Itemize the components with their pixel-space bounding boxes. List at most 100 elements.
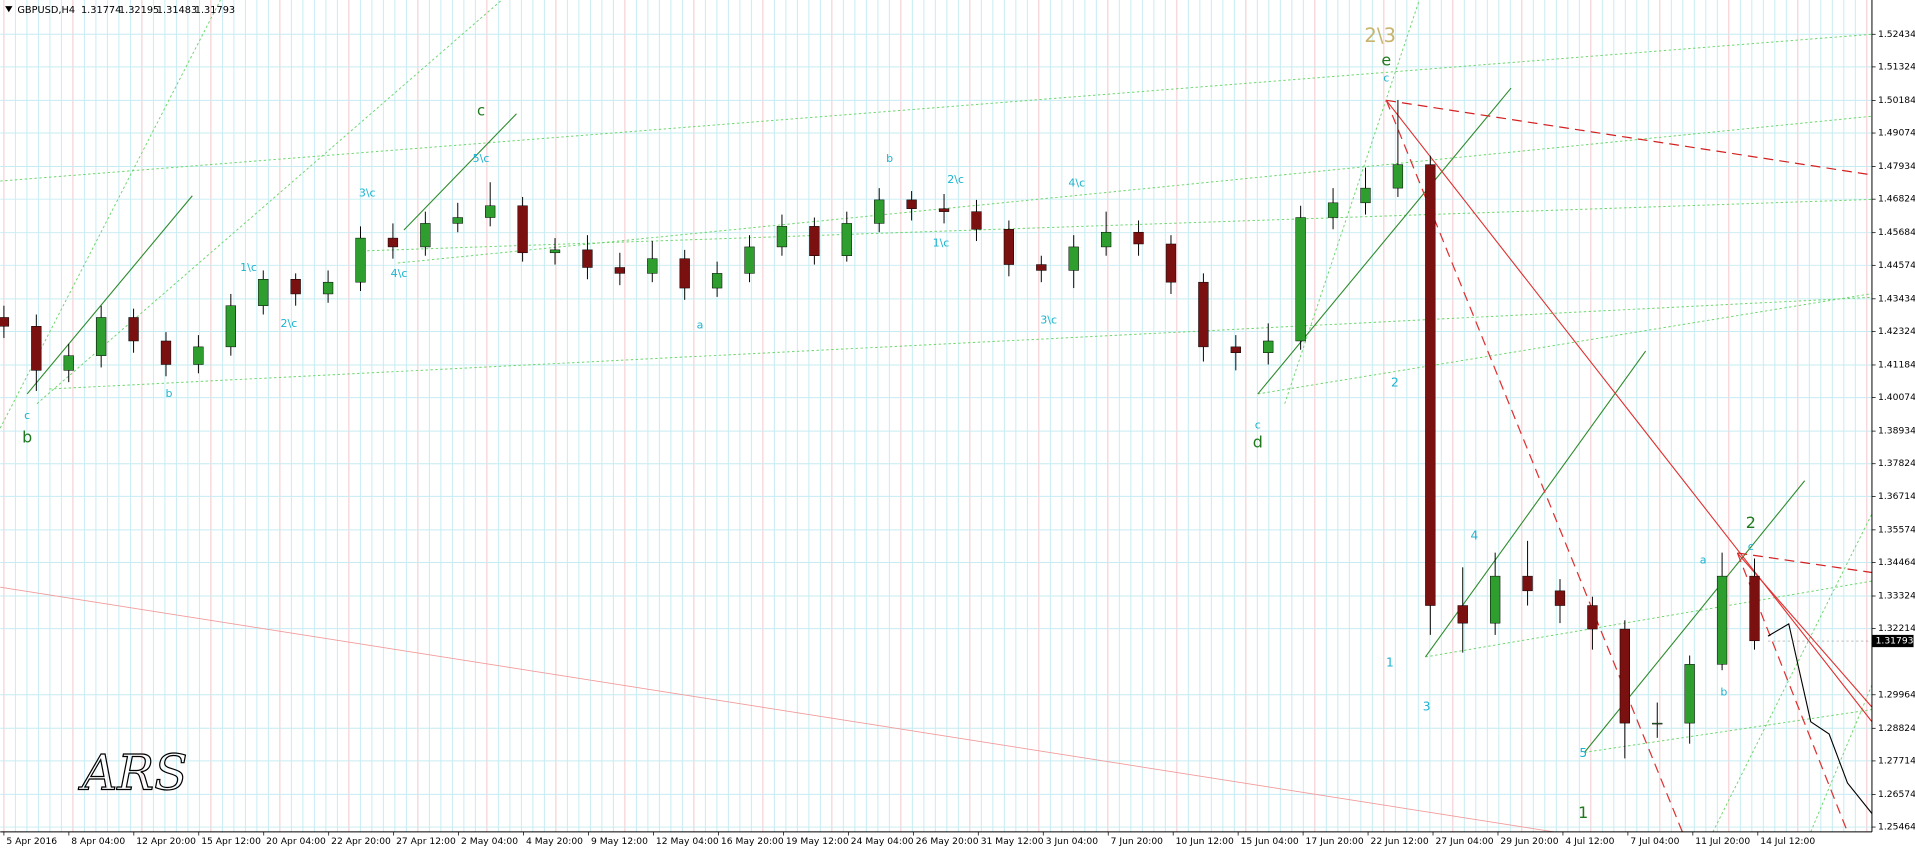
candle-body: [387, 237, 399, 248]
wave-label: 2\c: [947, 173, 964, 186]
y-tick-label: 1.35574: [1878, 524, 1915, 535]
menu-icon: [5, 6, 13, 13]
x-tick-label: 31 May 12:00: [981, 836, 1044, 847]
wave-label: 3: [1423, 700, 1431, 714]
y-tick-label: 1.37824: [1878, 458, 1915, 469]
wave-label: 5\c: [473, 152, 490, 165]
y-tick-label: 1.51324: [1878, 61, 1915, 72]
candle-body: [1133, 231, 1144, 245]
x-tick-label: 5 Apr 2016: [6, 836, 57, 847]
candle-body: [549, 249, 561, 254]
trend-line: [49, 296, 1872, 390]
y-tick-label: 1.41184: [1878, 359, 1915, 370]
candle-body: [517, 205, 528, 254]
trend-line: [26, 195, 193, 395]
x-tick-label: 27 Jun 04:00: [1435, 836, 1493, 847]
trend-line: [1425, 580, 1873, 658]
candle-body: [874, 199, 885, 224]
candle-body: [1716, 575, 1728, 665]
x-tick-label: 19 May 12:00: [786, 836, 849, 847]
candle-body: [1100, 231, 1112, 248]
wave-label: c: [477, 102, 485, 119]
y-tick-label: 1.28824: [1878, 723, 1915, 734]
candle-body: [31, 326, 42, 371]
candle-body: [1230, 346, 1241, 353]
price-box: [1871, 634, 1914, 648]
trend-line: [1385, 100, 1683, 833]
trend-line: [1737, 552, 1873, 574]
y-tick-label: 1.49074: [1878, 128, 1915, 139]
candle-body: [614, 267, 625, 274]
trend-line: [397, 115, 1872, 264]
candle-body: [258, 279, 269, 306]
trend-line: [1385, 99, 1873, 723]
candle-body: [1263, 340, 1274, 353]
candle-body: [1554, 590, 1566, 606]
wave-label: 4\c: [391, 267, 408, 280]
candle-body: [1457, 605, 1468, 624]
x-tick-label: 8 Apr 04:00: [71, 836, 125, 847]
wave-label: 1: [1578, 803, 1588, 822]
y-tick-label: 1.43434: [1878, 293, 1915, 304]
wave-label: 3\c: [1040, 314, 1057, 327]
wave-label: 2: [1391, 375, 1399, 389]
wave-label: 2\c: [281, 317, 298, 330]
wave-label: c: [24, 409, 30, 422]
wave-label: 1: [1386, 656, 1394, 670]
candles: [0, 99, 1760, 759]
trend-line: [1712, 513, 1873, 833]
x-tick-label: 3 Jun 04:00: [1046, 836, 1099, 847]
candle-body: [1490, 575, 1501, 624]
candle-body: [225, 305, 236, 348]
y-tick-label: 1.33324: [1878, 591, 1915, 602]
candle-body: [744, 246, 755, 274]
y-tick-label: 1.36714: [1878, 491, 1915, 502]
trend-line: [1736, 552, 1873, 708]
candle-body: [711, 273, 723, 289]
y-tick-label: 1.40074: [1878, 392, 1915, 403]
x-tick-label: 12 May 04:00: [656, 836, 719, 847]
y-tick-label: 1.47934: [1878, 161, 1915, 172]
trend-line: [403, 113, 517, 231]
wave-label: a: [697, 318, 704, 331]
candle-body: [809, 226, 820, 256]
wave-label: c: [1255, 419, 1261, 432]
x-tick-label: 4 Jul 12:00: [1565, 836, 1614, 847]
wave-label: e: [1381, 51, 1391, 70]
candle-body: [776, 226, 788, 248]
wave-label: b: [22, 427, 32, 446]
y-tick-label: 1.32214: [1878, 623, 1915, 634]
x-tick-label: 17 Jun 20:00: [1306, 836, 1364, 847]
wave-label: a: [1700, 553, 1707, 566]
x-tick-label: 11 Jul 20:00: [1695, 836, 1750, 847]
candle-body: [1068, 246, 1079, 271]
candle-body: [1165, 243, 1177, 283]
candle-body: [1749, 575, 1760, 642]
candle-body: [1392, 164, 1404, 189]
candle-body: [1587, 605, 1598, 630]
wave-label: d: [1253, 432, 1263, 451]
trend-line: [1386, 99, 1873, 176]
candle-body: [1327, 202, 1339, 218]
wave-label: c: [1748, 540, 1754, 553]
y-tick-label: 1.42324: [1878, 326, 1915, 337]
wave-label: 1\c: [240, 261, 257, 274]
candle-body: [582, 249, 593, 268]
candle-body: [63, 355, 74, 371]
x-tick-label: 20 Apr 04:00: [266, 836, 326, 847]
candle-body: [971, 211, 982, 230]
trend-line: [367, 198, 1872, 252]
trend-lines: [0, 0, 1873, 833]
candle-body: [1295, 217, 1306, 342]
chart-title: GBPUSD,H4: [17, 5, 75, 16]
y-tick-label: 1.38934: [1878, 426, 1915, 437]
wave-label: ARS: [78, 744, 188, 801]
header-value: 1.31483: [157, 5, 197, 16]
candle-body: [841, 223, 852, 256]
x-tick-label: 7 Jul 04:00: [1630, 836, 1679, 847]
grid: [0, 0, 1872, 832]
header-value: 1.31793: [195, 5, 235, 16]
x-tick-label: 2 May 04:00: [461, 836, 518, 847]
